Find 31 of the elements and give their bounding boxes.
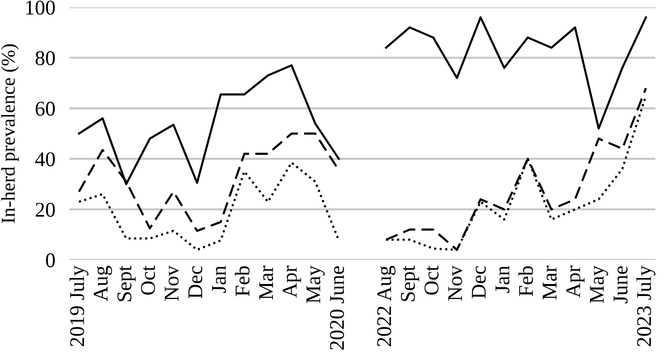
y-tick-label: 40 [35, 152, 55, 166]
y-tick-label: 0 [46, 253, 55, 268]
x-tick-label: Feb [518, 266, 534, 296]
x-tick-label: Apr [282, 266, 302, 298]
y-tick-label: 20 [36, 202, 55, 217]
x-tick-label: Feb [234, 266, 250, 296]
y-axis-title: In-herd prevalence (%) [1, 44, 19, 224]
x-tick-label: Dec [472, 266, 486, 298]
x-tick-label: Sept [400, 266, 420, 302]
x-tick-label: June [614, 266, 628, 304]
x-tick-label: May [590, 266, 608, 304]
y-tick-label: 60 [36, 102, 55, 116]
x-tick-label: Dec [188, 266, 202, 298]
x-tick-label: Nov [448, 265, 462, 301]
x-tick-label: 2019 July [69, 266, 88, 346]
x-tick-label: Sept [117, 266, 136, 302]
x-tick-label: Aug [94, 266, 112, 302]
x-tick-label: Mar [259, 266, 274, 300]
x-tick-label: Jan [496, 266, 510, 293]
x-tick-label: May [306, 266, 325, 304]
x-tick-label: Mar [542, 266, 557, 300]
x-tick-label: Nov [164, 265, 179, 301]
y-tick-label: 100 [26, 0, 55, 15]
x-tick-label: Jan [212, 266, 226, 293]
x-tick-label: 2022 Aug [377, 266, 396, 346]
x-tick-label: 2023 July [636, 266, 656, 346]
x-tick-label: 2020 June [330, 266, 344, 350]
x-tick-label: Oct [141, 266, 156, 295]
x-tick-label: Apr [566, 266, 585, 298]
y-tick-label: 80 [36, 51, 55, 66]
x-tick-label: Oct [424, 266, 439, 295]
